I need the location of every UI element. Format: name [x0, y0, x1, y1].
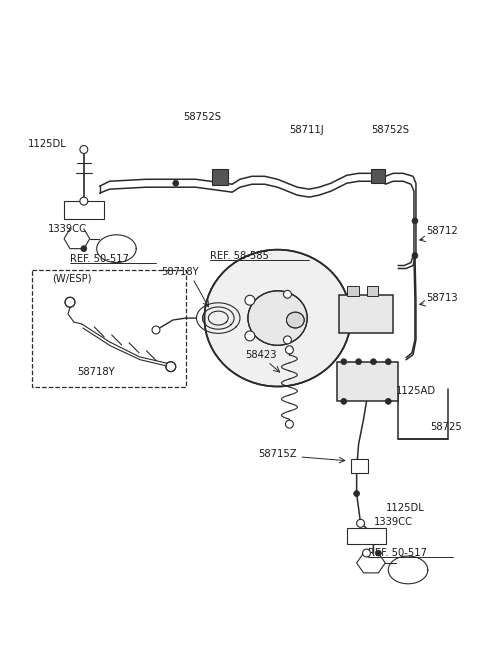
Circle shape — [356, 359, 361, 365]
Circle shape — [412, 218, 418, 224]
Circle shape — [286, 421, 293, 428]
Circle shape — [341, 398, 347, 404]
Bar — [372, 170, 385, 183]
Text: 1339CC: 1339CC — [373, 517, 412, 527]
Ellipse shape — [287, 312, 304, 328]
Circle shape — [385, 359, 391, 365]
Circle shape — [152, 326, 160, 334]
Text: 58752S: 58752S — [183, 112, 221, 122]
Circle shape — [341, 359, 347, 365]
Text: 58725: 58725 — [430, 422, 462, 432]
Circle shape — [80, 197, 88, 205]
Text: 58718Y: 58718Y — [77, 367, 115, 377]
Text: REF. 50-517: REF. 50-517 — [70, 253, 129, 263]
Text: REF. 58-585: REF. 58-585 — [210, 251, 269, 261]
Text: 58713: 58713 — [426, 293, 457, 303]
Text: 58423: 58423 — [245, 350, 276, 360]
Text: 1125DL: 1125DL — [27, 139, 66, 149]
Circle shape — [371, 359, 376, 365]
Bar — [212, 170, 228, 185]
Circle shape — [81, 246, 87, 252]
Circle shape — [284, 290, 291, 298]
Circle shape — [284, 336, 291, 344]
Bar — [64, 201, 104, 219]
Text: REF. 50-517: REF. 50-517 — [369, 548, 428, 558]
Circle shape — [362, 549, 371, 557]
Circle shape — [375, 550, 381, 556]
Circle shape — [80, 145, 88, 153]
Text: 58718Y: 58718Y — [161, 267, 199, 278]
Circle shape — [412, 253, 418, 259]
Text: 1125DL: 1125DL — [386, 504, 425, 514]
Circle shape — [286, 346, 293, 354]
Bar — [367, 286, 378, 296]
Text: 58752S: 58752S — [372, 124, 409, 135]
Circle shape — [354, 491, 360, 496]
Circle shape — [357, 519, 364, 527]
Ellipse shape — [204, 250, 351, 386]
Bar — [33, 271, 186, 388]
Bar — [347, 286, 359, 296]
Circle shape — [245, 295, 255, 305]
Ellipse shape — [248, 291, 307, 345]
Text: 1125AD: 1125AD — [396, 386, 436, 396]
Bar — [339, 295, 393, 333]
Circle shape — [166, 362, 176, 371]
Circle shape — [245, 331, 255, 341]
Circle shape — [173, 180, 179, 186]
Text: 58712: 58712 — [426, 226, 457, 236]
Bar — [351, 459, 369, 473]
Text: (W/ESP): (W/ESP) — [52, 273, 92, 284]
Text: 1339CC: 1339CC — [48, 224, 87, 234]
Text: 58715Z: 58715Z — [258, 449, 297, 459]
Circle shape — [65, 297, 75, 307]
Text: 58711J: 58711J — [289, 124, 324, 135]
Bar — [337, 362, 398, 402]
Bar — [347, 529, 386, 544]
Circle shape — [385, 398, 391, 404]
